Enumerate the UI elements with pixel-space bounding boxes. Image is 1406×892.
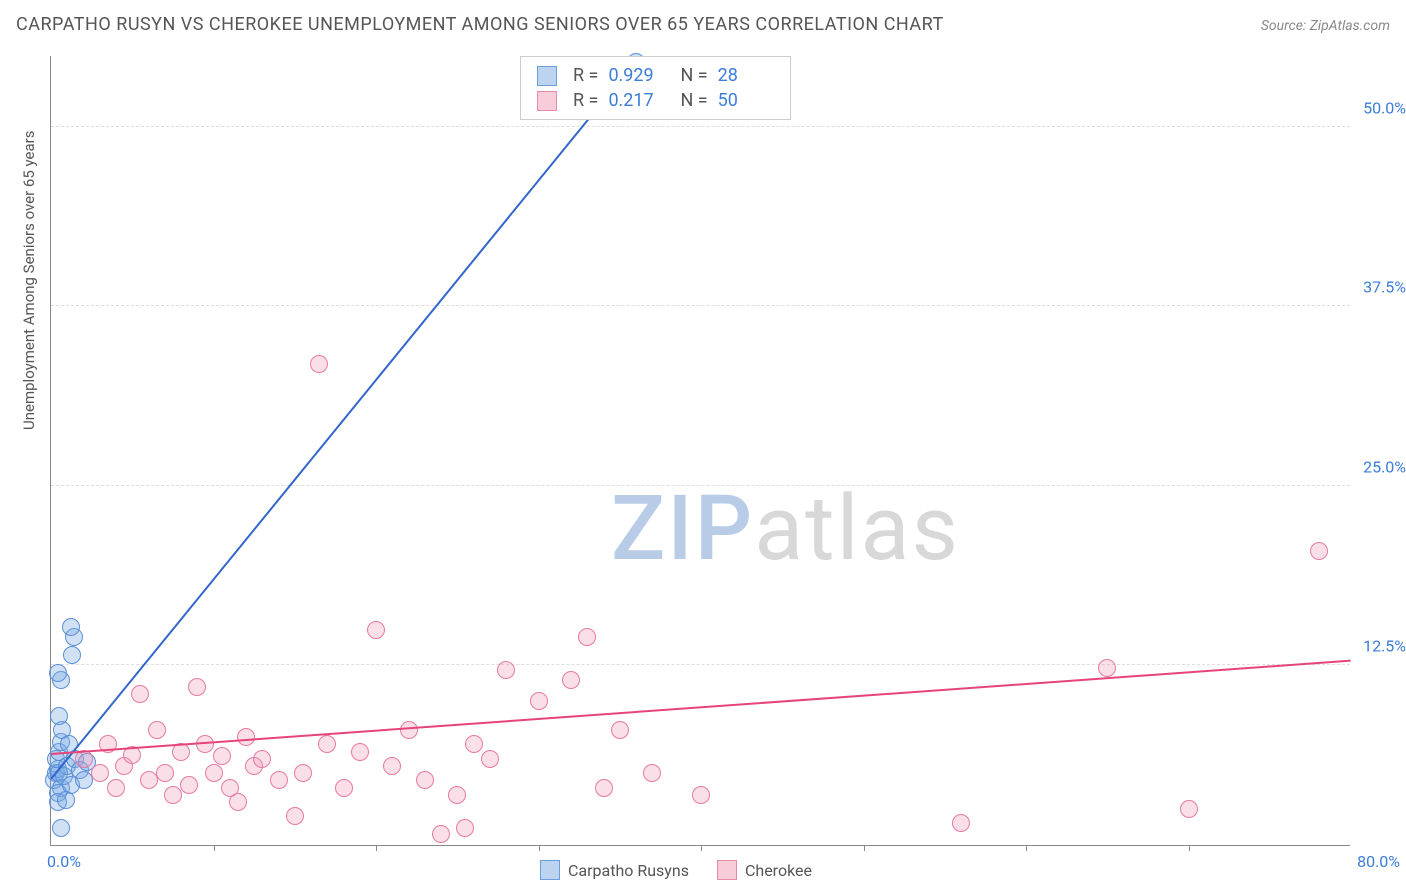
x-axis-max-label: 80.0% (1357, 852, 1400, 871)
x-axis-origin-label: 0.0% (47, 852, 81, 871)
data-point (164, 786, 182, 804)
data-point (63, 646, 81, 664)
data-point (497, 661, 515, 679)
data-point (1310, 542, 1328, 560)
data-point (318, 735, 336, 753)
gridline-h (51, 305, 1350, 306)
y-tick-label: 25.0% (1363, 457, 1406, 476)
gridline-h (51, 126, 1350, 127)
y-tick-label: 12.5% (1363, 637, 1406, 656)
data-point (205, 764, 223, 782)
legend-swatch (540, 860, 560, 880)
stat-n-label: N = (680, 90, 707, 111)
data-point (196, 735, 214, 753)
correlation-legend: R = 0.929 N = 28 R = 0.217 N = 50 (520, 56, 791, 120)
data-point (107, 779, 125, 797)
data-point (465, 735, 483, 753)
data-point (456, 819, 474, 837)
x-tick (701, 845, 702, 851)
legend-label: Cherokee (745, 861, 812, 880)
data-point (237, 728, 255, 746)
data-point (310, 355, 328, 373)
x-tick (376, 845, 377, 851)
legend-label: Carpatho Rusyns (568, 861, 689, 880)
data-point (229, 793, 247, 811)
source-credit: Source: ZipAtlas.com (1261, 18, 1390, 34)
legend-swatch (537, 66, 557, 86)
data-point (213, 747, 231, 765)
watermark: ZIPatlas (611, 476, 960, 581)
data-point (335, 779, 353, 797)
data-point (432, 825, 450, 843)
scatter-plot: ZIPatlas 0.0% 80.0% 12.5%25.0%37.5%50.0% (50, 56, 1350, 846)
x-tick (539, 845, 540, 851)
legend-swatch (537, 91, 557, 111)
data-point (400, 721, 418, 739)
x-tick (1026, 845, 1027, 851)
stat-n-value: 28 (718, 65, 774, 86)
series-legend: Carpatho Rusyns Cherokee (540, 860, 812, 880)
legend-swatch (717, 860, 737, 880)
x-tick (1189, 845, 1190, 851)
data-point (52, 819, 70, 837)
data-point (595, 779, 613, 797)
data-point (188, 678, 206, 696)
legend-stats-row: R = 0.217 N = 50 (537, 88, 774, 113)
trend-line (50, 61, 637, 780)
data-point (530, 692, 548, 710)
gridline-h (51, 485, 1350, 486)
data-point (1098, 659, 1116, 677)
legend-item: Cherokee (717, 860, 812, 880)
data-point (562, 671, 580, 689)
stat-n-value: 50 (718, 90, 774, 111)
data-point (91, 764, 109, 782)
data-point (448, 786, 466, 804)
x-tick (214, 845, 215, 851)
data-point (416, 771, 434, 789)
data-point (286, 807, 304, 825)
data-point (952, 814, 970, 832)
data-point (294, 764, 312, 782)
stat-r-label: R = (573, 90, 598, 111)
data-point (148, 721, 166, 739)
y-axis-label: Unemployment Among Seniors over 65 years (20, 131, 38, 430)
gridline-h (51, 664, 1350, 665)
data-point (578, 628, 596, 646)
data-point (50, 707, 68, 725)
data-point (156, 764, 174, 782)
data-point (692, 786, 710, 804)
data-point (49, 664, 67, 682)
stat-r-value: 0.217 (608, 90, 664, 111)
data-point (270, 771, 288, 789)
data-point (62, 618, 80, 636)
trend-line (51, 659, 1351, 754)
data-point (180, 776, 198, 794)
data-point (131, 685, 149, 703)
data-point (57, 791, 75, 809)
y-tick-label: 37.5% (1363, 278, 1406, 297)
data-point (367, 621, 385, 639)
stat-r-label: R = (573, 65, 598, 86)
legend-item: Carpatho Rusyns (540, 860, 689, 880)
data-point (611, 721, 629, 739)
data-point (253, 750, 271, 768)
x-tick (864, 845, 865, 851)
data-point (481, 750, 499, 768)
data-point (1180, 800, 1198, 818)
chart-title: CARPATHO RUSYN VS CHEROKEE UNEMPLOYMENT … (16, 14, 944, 35)
y-tick-label: 50.0% (1363, 98, 1406, 117)
data-point (351, 743, 369, 761)
data-point (643, 764, 661, 782)
stat-r-value: 0.929 (608, 65, 664, 86)
data-point (383, 757, 401, 775)
stat-n-label: N = (680, 65, 707, 86)
legend-stats-row: R = 0.929 N = 28 (537, 63, 774, 88)
